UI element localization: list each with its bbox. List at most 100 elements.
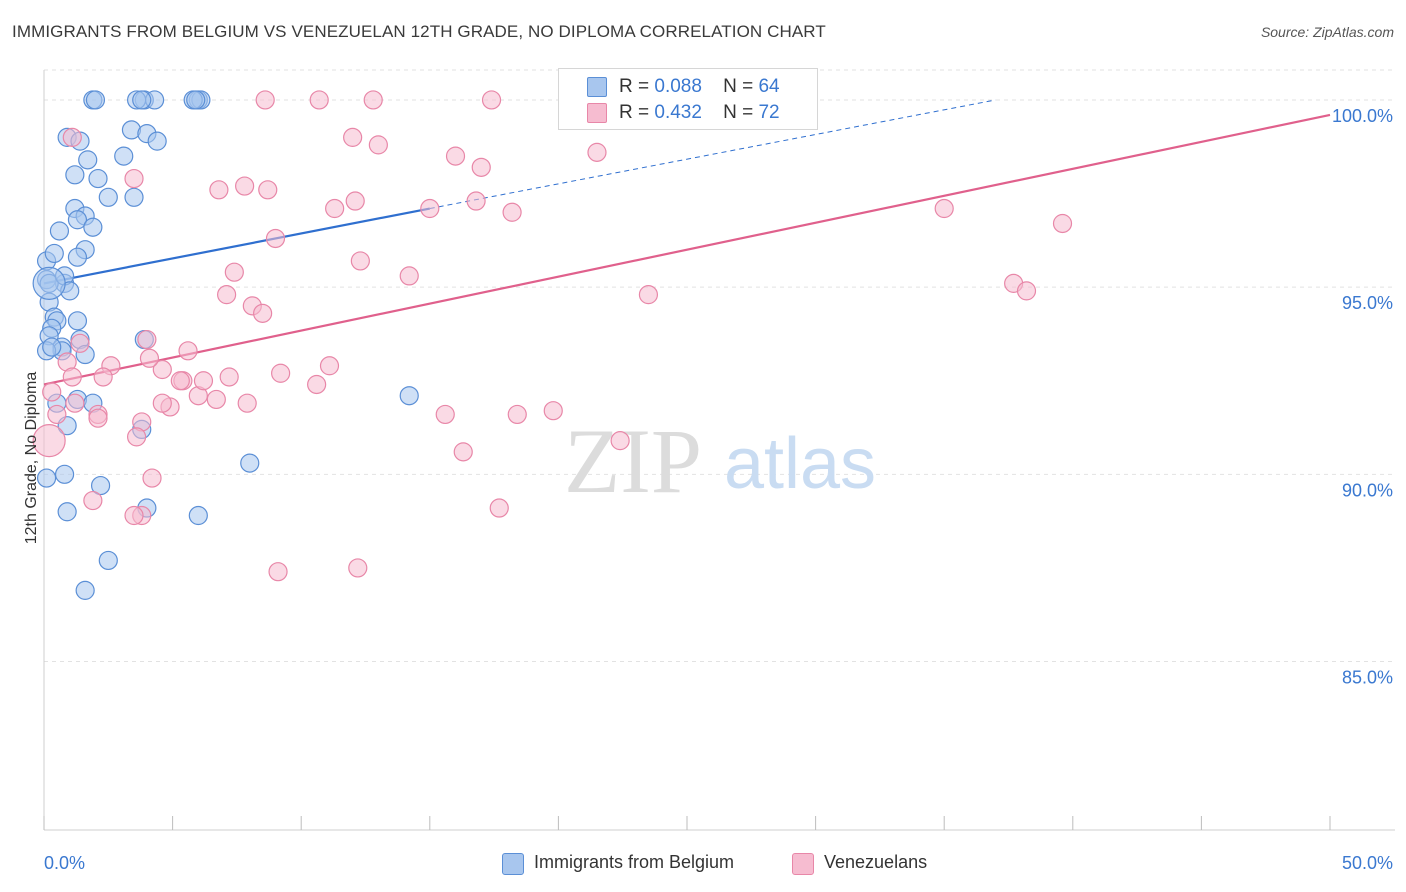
y-tick-label: 100.0% (1332, 106, 1393, 126)
point-venezuelans (1052, 213, 1073, 234)
point-venezuelans (502, 202, 522, 222)
tick-labels: 85.0% 90.0% 95.0% 100.0% 0.0% 50.0% (44, 106, 1393, 873)
point-belgium (57, 502, 77, 522)
legend-swatch-belgium (587, 77, 607, 97)
point-belgium (132, 90, 152, 110)
point-venezuelans (137, 329, 157, 350)
point-belgium (399, 386, 419, 406)
point-venezuelans (42, 382, 62, 402)
legend-n-label: N = (723, 76, 754, 97)
y-tick-label: 90.0% (1342, 480, 1393, 500)
y-tick-label: 85.0% (1342, 668, 1393, 688)
point-venezuelans (206, 389, 226, 410)
point-venezuelans (934, 198, 954, 219)
point-venezuelans (88, 408, 108, 428)
point-venezuelans (47, 404, 67, 425)
point-venezuelans (481, 90, 502, 110)
point-venezuelans (224, 262, 244, 282)
bottom-legend-swatch-belgium (502, 853, 524, 875)
point-belgium (49, 221, 70, 241)
point-belgium (36, 468, 57, 488)
bottom-legend-swatch-venezuelans (792, 853, 814, 875)
point-venezuelans (152, 359, 172, 380)
legend-r-value-belgium: 0.088 (654, 76, 702, 97)
point-venezuelans (258, 180, 278, 200)
point-belgium (54, 464, 75, 484)
bottom-legend-label-venezuelans: Venezuelans (824, 852, 928, 872)
point-belgium (85, 90, 106, 110)
point-venezuelans (170, 371, 190, 391)
legend-r-label: R = (619, 76, 650, 97)
point-venezuelans (1016, 281, 1037, 301)
point-venezuelans (435, 404, 455, 425)
point-belgium (98, 550, 118, 571)
point-venezuelans (255, 90, 275, 110)
gridlines (44, 69, 1395, 663)
point-belgium (42, 337, 62, 357)
point-venezuelans (319, 356, 340, 376)
legend-r-label: R = (619, 102, 650, 123)
y-axis-label: 12th Grade, No Diploma (23, 371, 40, 545)
point-belgium (114, 146, 134, 166)
point-venezuelans (124, 505, 144, 526)
point-belgium (188, 505, 208, 526)
source-credit: Source: ZipAtlas.com (1260, 24, 1394, 40)
x-tick-label: 50.0% (1342, 853, 1393, 873)
point-venezuelans (62, 367, 82, 387)
legend-r-value-venezuelans: 0.432 (654, 102, 702, 123)
point-venezuelans (543, 401, 563, 421)
point-venezuelans (610, 431, 630, 451)
point-venezuelans (126, 427, 147, 447)
point-venezuelans (268, 562, 288, 582)
point-venezuelans (193, 371, 214, 391)
data-points (32, 90, 1073, 600)
point-venezuelans (265, 228, 286, 249)
correlation-legend: R = 0.088 N = 64 R = 0.432 N = 72 (558, 68, 818, 130)
point-venezuelans (32, 424, 66, 458)
trend-line-belgium-extension (429, 99, 996, 210)
point-venezuelans (445, 146, 466, 166)
point-belgium (78, 150, 98, 170)
point-belgium (147, 131, 167, 151)
point-belgium (75, 580, 95, 600)
point-venezuelans (219, 367, 239, 387)
point-venezuelans (399, 266, 419, 286)
point-belgium (67, 210, 88, 230)
point-venezuelans (83, 490, 103, 511)
point-venezuelans (471, 157, 491, 177)
point-belgium (83, 217, 103, 237)
point-venezuelans (466, 191, 486, 211)
point-venezuelans (325, 198, 345, 219)
point-belgium (32, 266, 66, 300)
point-venezuelans (152, 393, 172, 413)
point-venezuelans (309, 90, 329, 110)
point-venezuelans (235, 176, 255, 196)
point-venezuelans (345, 191, 365, 211)
point-venezuelans (307, 374, 327, 395)
trend-lines (43, 99, 1331, 386)
point-venezuelans (420, 198, 440, 219)
bottom-legend-label-belgium: Immigrants from Belgium (534, 852, 735, 872)
point-venezuelans (65, 393, 85, 413)
trend-line-belgium (43, 207, 431, 285)
point-venezuelans (253, 303, 273, 323)
point-venezuelans (587, 142, 607, 162)
point-belgium (186, 90, 206, 110)
point-venezuelans (124, 168, 144, 189)
point-venezuelans (217, 285, 237, 305)
x-tick-label: 0.0% (44, 853, 85, 873)
legend-swatch-venezuelans (587, 103, 607, 123)
point-venezuelans (350, 251, 370, 271)
point-belgium (240, 453, 260, 473)
point-belgium (67, 247, 88, 267)
watermark-atlas: atlas (724, 424, 876, 504)
point-venezuelans (638, 285, 659, 305)
point-venezuelans (453, 442, 473, 462)
point-belgium (65, 165, 85, 185)
point-venezuelans (178, 341, 198, 361)
point-venezuelans (368, 135, 388, 155)
point-venezuelans (271, 363, 291, 383)
point-venezuelans (348, 558, 368, 578)
point-belgium (44, 243, 64, 264)
